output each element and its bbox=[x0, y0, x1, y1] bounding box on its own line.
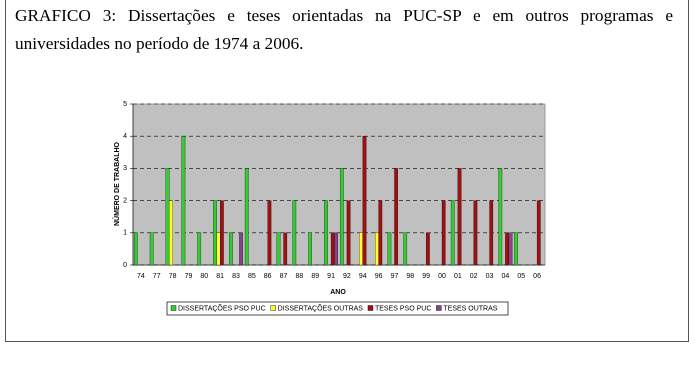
x-tick-label: 94 bbox=[359, 273, 367, 280]
bar bbox=[346, 200, 351, 266]
x-tick-label: 86 bbox=[264, 273, 272, 280]
bar bbox=[505, 232, 509, 266]
bar bbox=[457, 168, 462, 266]
x-tick-label: 88 bbox=[295, 273, 303, 280]
frame bbox=[5, 0, 689, 342]
y-tick-label: 1 bbox=[123, 230, 127, 237]
bar bbox=[514, 232, 518, 266]
bar bbox=[292, 200, 297, 266]
legend-label: TESES OUTRAS bbox=[443, 305, 497, 312]
x-tick-label: 77 bbox=[153, 273, 161, 280]
bar bbox=[375, 232, 379, 266]
x-tick-label: 92 bbox=[343, 273, 351, 280]
y-tick-label: 3 bbox=[123, 165, 127, 172]
bar bbox=[213, 200, 217, 266]
y-tick-label: 4 bbox=[123, 133, 127, 140]
bar bbox=[216, 232, 221, 266]
x-tick-label: 87 bbox=[280, 273, 288, 280]
bar bbox=[498, 168, 503, 266]
bar bbox=[283, 232, 288, 266]
bar bbox=[181, 136, 186, 266]
legend-label: DISSERTAÇÕES PSO PUC bbox=[178, 303, 266, 312]
bar bbox=[239, 232, 243, 266]
bar bbox=[229, 232, 233, 266]
x-tick-label: 96 bbox=[375, 273, 383, 280]
y-tick-label: 2 bbox=[123, 197, 127, 204]
x-tick-label: 89 bbox=[311, 273, 319, 280]
x-tick-label: 04 bbox=[501, 273, 509, 280]
bar bbox=[330, 232, 335, 266]
plot-area bbox=[132, 103, 546, 266]
y-axis-title: NÚMERO DE TRABALHO bbox=[112, 141, 121, 226]
x-tick-label: 78 bbox=[169, 273, 177, 280]
legend-label: TESES PSO PUC bbox=[375, 305, 431, 312]
bar bbox=[508, 232, 513, 266]
bar bbox=[308, 232, 312, 266]
bar bbox=[441, 200, 446, 266]
chart-title: GRAFICO 3: Dissertações e teses orientad… bbox=[15, 6, 673, 53]
bar bbox=[267, 200, 272, 266]
x-tick-label: 03 bbox=[486, 273, 494, 280]
legend-swatch bbox=[270, 305, 276, 311]
bar bbox=[489, 200, 494, 266]
x-tick-label: 97 bbox=[391, 273, 399, 280]
bar bbox=[450, 200, 455, 266]
x-tick-label: 05 bbox=[517, 273, 525, 280]
x-tick-label: 01 bbox=[454, 273, 462, 280]
bar bbox=[165, 168, 170, 266]
y-tick-label: 5 bbox=[123, 101, 127, 108]
x-tick-label: 98 bbox=[406, 273, 414, 280]
bar bbox=[220, 200, 224, 266]
x-tick-label: 00 bbox=[438, 273, 446, 280]
x-tick-label: 79 bbox=[185, 273, 193, 280]
x-tick-label: 91 bbox=[327, 273, 335, 280]
bar bbox=[149, 232, 154, 266]
bar bbox=[133, 232, 138, 266]
x-axis-title: ANO bbox=[330, 289, 346, 296]
bar bbox=[536, 200, 541, 266]
x-tick-label: 06 bbox=[533, 273, 541, 280]
legend-label: DISSERTAÇÕES OUTRAS bbox=[278, 303, 364, 312]
x-tick-label: 99 bbox=[422, 273, 430, 280]
bar bbox=[169, 200, 173, 266]
bar bbox=[403, 232, 408, 266]
x-tick-label: 02 bbox=[470, 273, 478, 280]
bar bbox=[244, 168, 249, 266]
bar bbox=[387, 232, 392, 266]
bar bbox=[394, 168, 399, 266]
legend-swatch bbox=[367, 305, 374, 311]
legend-swatch bbox=[436, 305, 442, 311]
x-tick-label: 83 bbox=[232, 273, 240, 280]
bar bbox=[426, 232, 430, 266]
bar bbox=[378, 200, 383, 266]
y-tick-label: 0 bbox=[123, 262, 127, 269]
bar bbox=[197, 232, 202, 266]
bar bbox=[324, 200, 328, 266]
x-tick-label: 74 bbox=[137, 273, 145, 280]
bar bbox=[473, 200, 478, 266]
bar bbox=[339, 168, 344, 266]
legend bbox=[166, 301, 509, 316]
bar bbox=[334, 232, 339, 266]
legend-swatch bbox=[170, 305, 177, 311]
bar bbox=[362, 136, 367, 266]
x-tick-label: 80 bbox=[200, 273, 208, 280]
x-tick-label: 85 bbox=[248, 273, 256, 280]
bar bbox=[276, 232, 281, 266]
bar bbox=[359, 232, 363, 266]
x-tick-label: 81 bbox=[216, 273, 224, 280]
